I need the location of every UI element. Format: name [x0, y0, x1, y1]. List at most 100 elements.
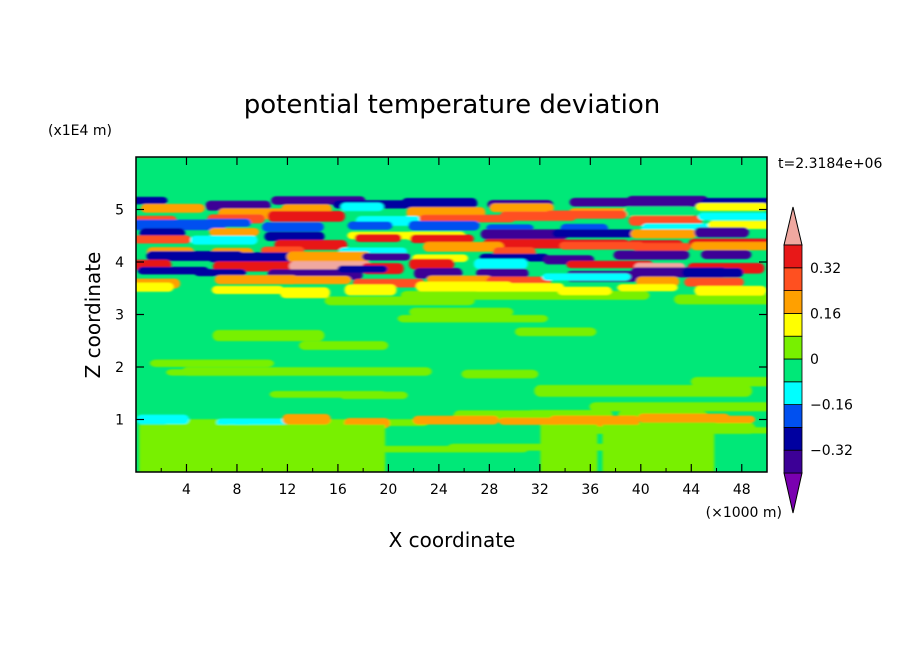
field-cell [637, 413, 730, 423]
x-tick-label: 32 [531, 482, 549, 498]
field-cell [347, 221, 393, 230]
field-cell [635, 276, 680, 287]
x-tick-label: 24 [430, 482, 448, 498]
field-cell [205, 200, 271, 211]
field-cell [136, 282, 174, 292]
field-cell [419, 214, 516, 223]
field-cell [695, 202, 767, 211]
field-cell [400, 290, 650, 300]
field-cell [136, 219, 226, 231]
contour-field [136, 195, 767, 472]
colorbar: 0.32 0.16 0 −0.16 −0.32 [783, 206, 853, 514]
field-cell [566, 260, 654, 269]
field-cell [694, 227, 750, 238]
field-cell [410, 234, 474, 244]
x-tick-label: 40 [632, 482, 650, 498]
x-tick-label: 8 [232, 482, 241, 498]
field-cell [149, 359, 274, 367]
field-cell [137, 266, 209, 275]
field-cell [422, 242, 504, 252]
field-cell [426, 275, 493, 284]
colorbar-tick-label: 0.16 [810, 306, 841, 322]
field-cell [211, 285, 285, 294]
field-cell [628, 215, 703, 226]
field-cell [694, 285, 767, 296]
field-cell [209, 227, 260, 236]
field-cell [617, 284, 678, 292]
y-tick-label: 1 [115, 413, 124, 429]
x-tick-label: 36 [581, 482, 599, 498]
colorbar-over-triangle [783, 206, 803, 246]
x-tick-label: 28 [480, 482, 498, 498]
field-cell [690, 242, 767, 251]
field-cell [140, 203, 205, 213]
field-cell [540, 424, 595, 472]
colorbar-swatch [783, 381, 803, 405]
y-tick-label: 4 [115, 255, 124, 271]
field-cell [136, 196, 168, 205]
chart-title: potential temperature deviation [244, 90, 660, 120]
field-cell [707, 220, 767, 230]
colorbar-tick-label: −0.16 [810, 398, 853, 414]
field-cell [216, 418, 293, 427]
colorbar-swatch [783, 335, 803, 360]
field-cell [267, 210, 345, 222]
field-cell [489, 203, 554, 213]
field-cell [408, 220, 480, 231]
y-tick-label: 3 [115, 308, 124, 324]
field-cell [212, 329, 325, 342]
field-cell [623, 206, 695, 217]
x-axis-ticks: 4 8 12 16 20 24 28 32 36 40 44 48 [160, 157, 751, 498]
colorbar-tick-label: −0.32 [810, 443, 853, 459]
field-cell [409, 307, 514, 317]
field-cell [264, 231, 325, 242]
colorbar-tick-label: 0 [810, 352, 819, 368]
field-cell [136, 414, 190, 425]
colorbar-swatch [783, 312, 803, 337]
x-unit-label: (×1000 m) [706, 505, 782, 521]
field-cell [136, 235, 191, 244]
field-cell [286, 251, 371, 262]
field-cell [473, 258, 528, 270]
field-cell [589, 402, 767, 412]
field-cell [697, 212, 767, 221]
colorbar-swatch [783, 244, 803, 269]
colorbar-swatch [783, 449, 803, 474]
field-cell [480, 229, 569, 240]
colorbar-swatch [783, 404, 803, 428]
colorbar-under-triangle [783, 472, 803, 514]
field-cell [204, 218, 252, 227]
field-cell [190, 235, 258, 245]
colorbar-swatch [783, 267, 803, 291]
field-cell [461, 369, 539, 379]
field-cell [630, 229, 697, 239]
field-cell [472, 283, 565, 292]
colorbar-tick-label: 0.32 [810, 261, 841, 277]
field-cell [552, 229, 636, 238]
field-cell [344, 284, 397, 296]
plot-area [136, 157, 767, 472]
field-cell [282, 414, 331, 425]
y-axis-ticks: 1 2 3 4 5 [115, 203, 767, 429]
field-cell [684, 277, 745, 287]
field-cell [681, 267, 744, 278]
field-cell [626, 195, 709, 207]
field-cell [194, 269, 247, 277]
colorbar-swatch [783, 358, 803, 383]
field-cell [143, 424, 207, 472]
field-cell [559, 241, 645, 250]
field-cell [337, 265, 388, 273]
field-cell [690, 377, 767, 387]
field-cell [412, 415, 499, 425]
field-cell [262, 222, 324, 232]
field-cell [409, 258, 455, 270]
field-cell [285, 275, 352, 285]
field-cell [166, 369, 281, 376]
field-cell [269, 390, 388, 398]
field-cell [534, 385, 753, 397]
colorbar-swatch [783, 290, 803, 314]
x-tick-label: 16 [329, 482, 347, 498]
field-cell [674, 294, 767, 305]
field-cell [228, 424, 306, 472]
